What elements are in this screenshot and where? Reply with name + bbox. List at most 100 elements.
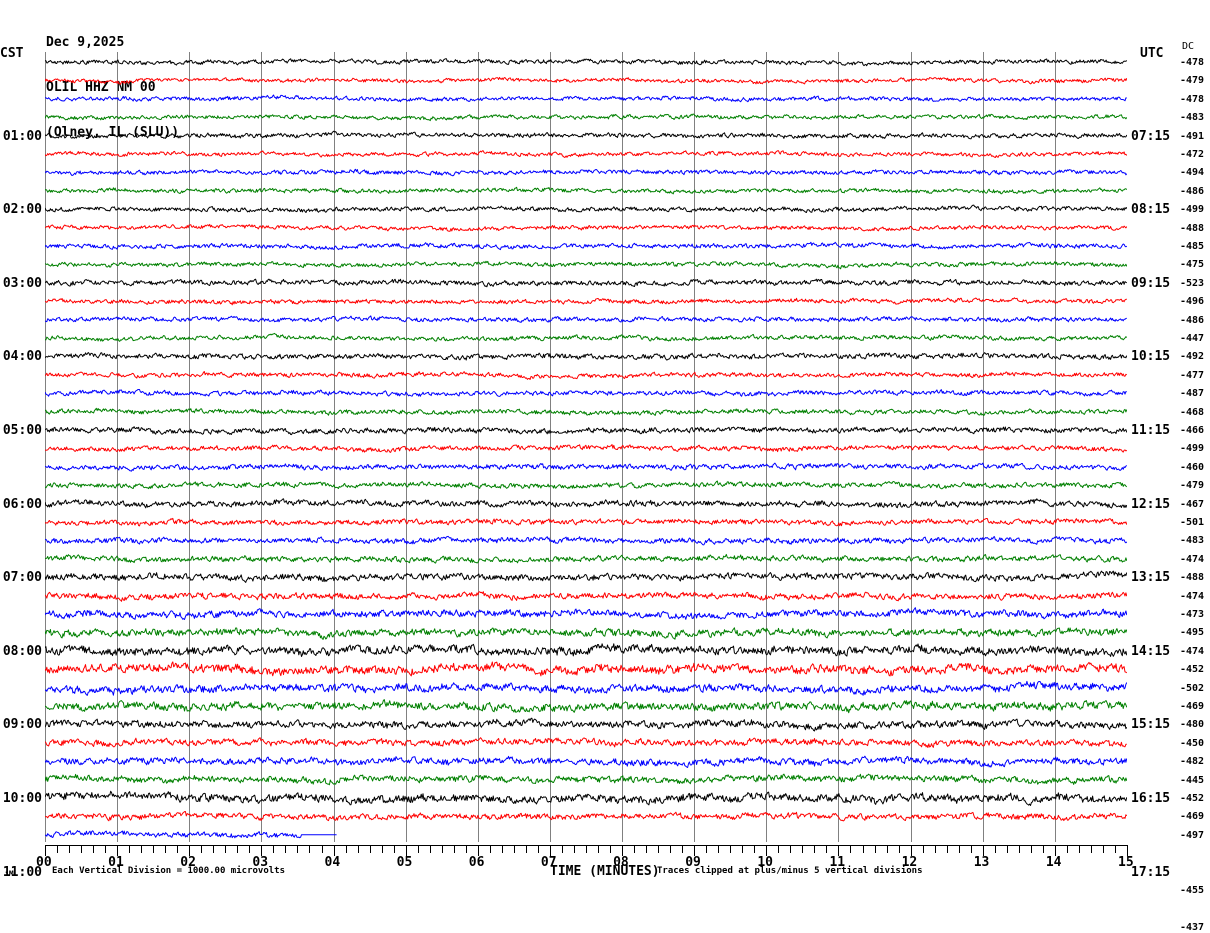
- dc-value-17: -477: [1180, 369, 1205, 381]
- header-date: Dec 9,2025: [46, 35, 125, 50]
- dc-value-5: -472: [1180, 149, 1205, 160]
- cst-label-16: 04:00: [2, 349, 42, 365]
- x-tick-label-05: 05: [396, 855, 413, 870]
- corner-glyph: ·м: [4, 868, 14, 877]
- dc-value-10: -485: [1180, 241, 1205, 252]
- seismic-trace-15: [45, 332, 1127, 342]
- cst-timezone-label: CST: [0, 46, 24, 61]
- seismogram-plot[interactable]: [45, 52, 1127, 842]
- dc-value-31: -495: [1180, 627, 1205, 639]
- dc-value-29: -474: [1180, 590, 1205, 602]
- seismic-trace-39: [45, 773, 1127, 786]
- dc-value-23: -479: [1180, 480, 1205, 492]
- dc-value-9: -488: [1180, 222, 1205, 234]
- clip-note: Traces clipped at plus/minus 5 vertical …: [657, 866, 923, 876]
- dc-value-8: -499: [1180, 204, 1205, 216]
- dc-column-header: DC: [1182, 41, 1195, 52]
- x-tick-label-09: 09: [685, 855, 701, 870]
- dc-value-4: -491: [1180, 130, 1205, 142]
- x-tick-label-06: 06: [468, 855, 485, 870]
- dc-value-36: -480: [1180, 719, 1205, 731]
- dc-value-25: -501: [1180, 517, 1205, 528]
- dc-value-40: -452: [1180, 793, 1205, 804]
- utc-label-28: 13:15: [1131, 570, 1171, 586]
- dc-value-1: -479: [1180, 75, 1205, 87]
- dc-value-41: -469: [1180, 811, 1205, 823]
- seismic-trace-18: [45, 389, 1127, 397]
- seismic-trace-2: [45, 94, 1127, 103]
- seismic-trace-22: [45, 462, 1127, 472]
- seismic-trace-28: [45, 570, 1127, 583]
- utc-label-24: 12:15: [1131, 496, 1171, 512]
- seismic-trace-10: [45, 241, 1127, 251]
- seismic-trace-14: [45, 315, 1127, 323]
- x-tick-label-15: 15: [1118, 855, 1134, 870]
- cst-label-44: 11:00: [2, 864, 42, 880]
- cst-label-28: 07:00: [2, 570, 42, 586]
- dc-value-11: -475: [1180, 259, 1205, 271]
- utc-label-32: 14:15: [1131, 643, 1171, 659]
- seismic-trace-21: [45, 444, 1127, 453]
- seismic-trace-3: [45, 113, 1127, 122]
- cst-label-12: 03:00: [2, 275, 42, 291]
- seismic-trace-11: [45, 260, 1127, 270]
- utc-label-40: 16:15: [1131, 791, 1171, 806]
- x-tick-label-12: 12: [901, 855, 918, 870]
- seismic-trace-36: [45, 717, 1127, 732]
- x-axis-ticks: [45, 842, 1128, 856]
- seismic-trace-33: [45, 661, 1127, 677]
- utc-label-16: 10:15: [1131, 349, 1171, 365]
- dc-value-22: -460: [1180, 461, 1205, 473]
- dc-value-21: -499: [1180, 443, 1205, 455]
- scale-note: Each Vertical Division = 1000.00 microvo…: [52, 866, 285, 876]
- dc-value-7: -486: [1180, 185, 1205, 197]
- dc-value-35: -469: [1180, 701, 1205, 712]
- x-tick-label-02: 02: [180, 855, 196, 870]
- dc-value-47: -437: [1180, 921, 1205, 933]
- x-tick-label-03: 03: [252, 855, 269, 870]
- dc-value-18: -487: [1180, 388, 1205, 400]
- seismic-trace-31: [45, 627, 1127, 640]
- seismic-trace-42: [45, 830, 337, 839]
- cst-label-36: 09:00: [2, 717, 42, 733]
- cst-label-4: 01:00: [2, 128, 42, 144]
- dc-value-12: -523: [1180, 277, 1205, 289]
- seismic-trace-4: [45, 130, 1127, 140]
- seismic-trace-19: [45, 407, 1127, 416]
- x-tick-label-11: 11: [829, 855, 846, 870]
- dc-value-20: -466: [1180, 425, 1205, 436]
- dc-value-15: -447: [1180, 333, 1205, 344]
- seismic-trace-26: [45, 535, 1127, 546]
- seismic-trace-6: [45, 168, 1127, 177]
- seismic-trace-12: [45, 278, 1127, 288]
- x-tick-label-01: 01: [108, 855, 124, 870]
- dc-value-19: -468: [1180, 406, 1205, 418]
- dc-value-13: -496: [1180, 296, 1205, 308]
- seismic-trace-24: [45, 498, 1127, 509]
- seismic-trace-32: [45, 643, 1127, 657]
- utc-label-20: 11:15: [1131, 423, 1171, 438]
- dc-value-6: -494: [1180, 167, 1205, 179]
- seismic-trace-5: [45, 150, 1127, 158]
- cst-label-24: 06:00: [2, 496, 42, 512]
- x-tick-label-04: 04: [324, 855, 341, 870]
- dc-value-39: -445: [1180, 774, 1205, 786]
- seismic-trace-16: [45, 352, 1127, 361]
- cst-label-20: 05:00: [2, 423, 42, 438]
- x-tick-label-13: 13: [973, 855, 990, 870]
- dc-value-2: -478: [1180, 93, 1205, 105]
- utc-label-12: 09:15: [1131, 275, 1171, 291]
- seismic-trace-9: [45, 223, 1127, 232]
- dc-value-33: -452: [1180, 664, 1205, 676]
- dc-value-45: -455: [1180, 885, 1205, 896]
- seismic-trace-1: [45, 76, 1127, 85]
- dc-value-24: -467: [1180, 498, 1205, 510]
- dc-value-28: -488: [1180, 572, 1205, 584]
- utc-label-4: 07:15: [1131, 128, 1171, 144]
- utc-label-8: 08:15: [1131, 202, 1171, 218]
- seismic-trace-35: [45, 699, 1127, 714]
- seismic-trace-41: [45, 811, 1127, 822]
- dc-value-42: -497: [1180, 829, 1205, 841]
- seismic-trace-27: [45, 553, 1127, 564]
- dc-value-14: -486: [1180, 314, 1205, 326]
